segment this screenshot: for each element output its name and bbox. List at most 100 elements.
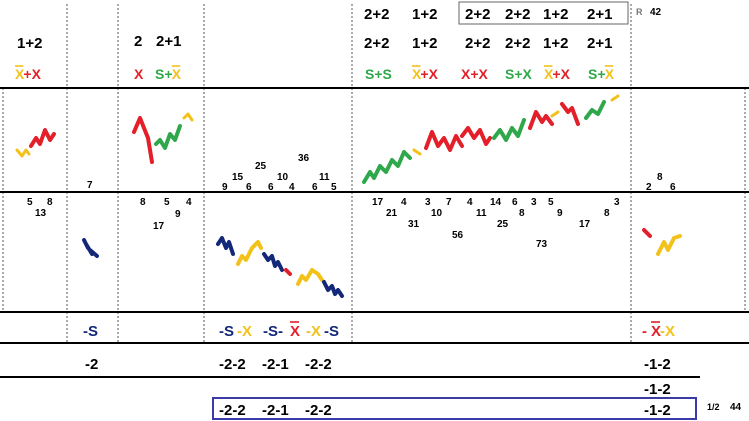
chart-number: 5 [27,197,33,208]
wave-red [460,126,492,146]
minus-value: -2-2 [219,356,246,373]
chart-number: 6 [268,182,274,193]
chart-number: 17 [372,197,384,208]
chart-number: 6 [512,197,518,208]
chart-number: 17 [579,219,591,230]
wave-yellow [296,268,324,286]
chart-number: 15 [232,172,244,183]
label-part: +X [420,66,438,82]
combo-label: X+X [412,65,439,82]
wave-navy [82,238,99,258]
chart-number: 25 [497,219,509,230]
chart-number: 8 [604,208,610,219]
label-part: -S- [263,323,283,340]
chart-number: 6 [312,182,318,193]
r-value: 42 [650,7,662,18]
chart-number: 3 [425,197,431,208]
chart-number: 4 [467,197,473,208]
selected-range-box [212,397,697,420]
chart-number: 6 [670,182,676,193]
chart-number: 7 [87,180,93,191]
chart-number: 5 [164,197,170,208]
minus-value: -2-2 [305,356,332,373]
pair-label: 1+2 [543,35,568,52]
wave-red [528,110,554,130]
wave-red [560,102,580,126]
chart-number: 6 [246,182,252,193]
chart-number: 5 [331,182,337,193]
combo-label: X [134,66,144,82]
bottom-combo: -S [83,323,98,340]
label-part: X [651,323,661,340]
label-part: -S [83,323,98,340]
combo-label: S+X [155,65,182,82]
wave-red [642,228,652,238]
label-part: S+ [588,66,606,82]
chart-number: 4 [186,197,192,208]
chart-number: 5 [548,197,554,208]
label-part: X [412,66,422,82]
wave-yellow [15,148,31,158]
label-part: X [605,66,615,82]
pair-label: 2+1 [156,33,181,50]
label-part: -S [219,323,234,340]
boxed-value: -1-2 [644,402,671,419]
chart-number: 31 [408,219,420,230]
label-part: -X [660,323,675,340]
wave-red [424,130,464,152]
labels-layer: 2+2 1+2 2+2 2+2 1+2 2+1 R 421+2 2 2+1 2+2 1+2 2+2 2+2… [15,6,742,419]
chart-number: 21 [386,208,398,219]
page-indicator: 1/2 [707,402,720,412]
label-part: S+S [365,66,392,82]
label-part: S+ [155,66,173,82]
wave-red [132,116,154,164]
wave-red [29,128,56,148]
label-part: X [172,66,182,82]
wave-navy [262,252,284,272]
label-part: X [544,66,554,82]
r-label: R [636,7,643,17]
label-part: -S [324,323,339,340]
label-part: X+X [461,66,489,82]
chart-number: 9 [557,208,563,219]
pair-label: 1+2 [17,35,42,52]
wave-green [492,118,526,142]
wave-yellow [550,110,560,118]
wave-green [362,150,412,184]
pair-label: 2+2 [465,35,490,52]
combo-label: S+X [505,66,533,82]
wave-yellow [656,234,682,256]
combo-label: X+X [544,65,571,82]
chart-number: 4 [289,182,295,193]
top-pair-label: 2+2 [465,6,490,23]
top-pair-label: 2+2 [505,6,530,23]
minus-value: -2 [85,356,98,373]
top-selection-box [458,1,629,25]
top-pair-label: 2+1 [587,6,612,23]
pair-label: 2 [134,33,142,50]
boxed-value: -2-2 [305,402,332,419]
bottom-combo: - X-X [642,321,675,340]
wave-yellow [412,148,422,156]
label-part: X [134,66,144,82]
label-part: +X [552,66,570,82]
combo-label: X+X [15,65,42,82]
chart-number: 13 [35,208,47,219]
chart-number: 14 [490,197,502,208]
chart-number: 4 [401,197,407,208]
chart-number: 8 [657,172,663,183]
chart-number: 7 [446,197,452,208]
combo-label: S+S [365,66,392,82]
wave-yellow [182,112,194,122]
pair-label: 2+2 [505,35,530,52]
label-part: X [290,323,300,340]
label-part: -X [237,323,252,340]
label-part: +X [23,66,41,82]
label-part: - [642,323,647,340]
top-pair-label: 2+2 [364,6,389,23]
chart-number: 25 [255,161,267,172]
minus-value: -1-2 [644,381,671,398]
wave-yellow [610,94,620,102]
